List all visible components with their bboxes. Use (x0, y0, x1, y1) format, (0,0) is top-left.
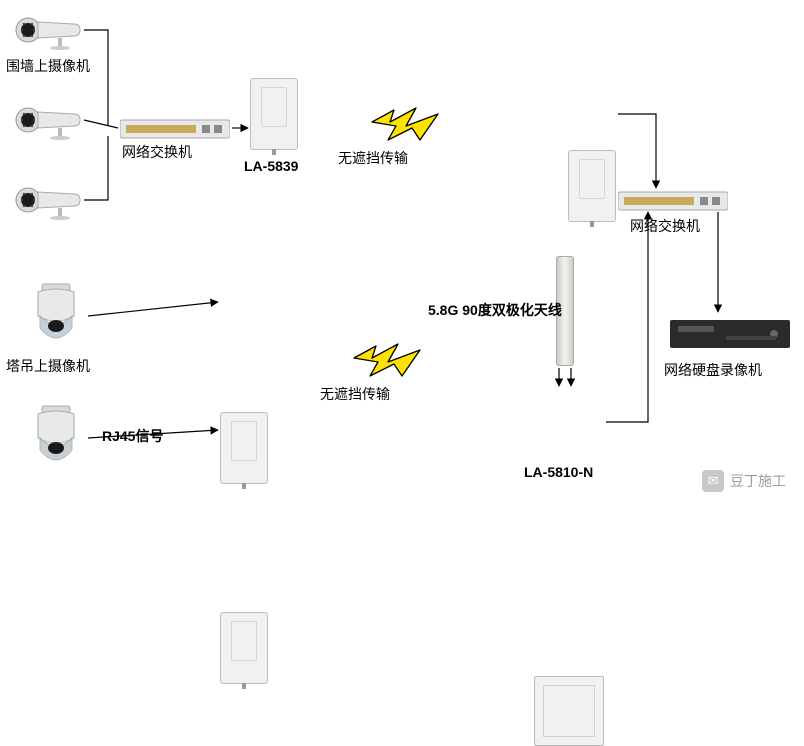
panel-antenna-la5839 (250, 78, 298, 150)
edge-cam1-switch1 (84, 30, 108, 126)
edge-cam2-switch1 (84, 120, 118, 128)
label-wireless-top: 无遮挡传输 (338, 148, 408, 168)
label-switch1: 网络交换机 (122, 142, 192, 162)
network-switch-1 (120, 118, 230, 140)
bullet-camera-1 (14, 10, 84, 50)
panel-antenna-mid-left (220, 412, 268, 484)
wireless-link-top (370, 104, 440, 144)
bullet-camera-2 (14, 100, 84, 140)
label-sector-antenna: 5.8G 90度双极化天线 (428, 300, 562, 320)
label-la5839: LA-5839 (244, 158, 298, 174)
label-la5810n: LA-5810-N (524, 464, 593, 480)
wechat-icon: ✉ (702, 470, 724, 492)
edge-box-switch2 (606, 212, 648, 422)
panel-antenna-right-top (568, 150, 616, 222)
wireless-link-bottom (352, 340, 422, 380)
label-wall-camera: 围墙上摄像机 (6, 56, 90, 76)
label-switch2: 网络交换机 (630, 216, 700, 236)
label-nvr: 网络硬盘录像机 (664, 360, 762, 380)
edge-dome1-panel (88, 302, 218, 316)
bullet-camera-3 (14, 180, 84, 220)
dome-camera-1 (26, 282, 86, 352)
edge-cam3-switch1 (84, 136, 108, 200)
label-tower-camera: 塔吊上摄像机 (6, 356, 90, 376)
panel-antenna-bot-left (220, 612, 268, 684)
dome-camera-2 (26, 404, 86, 474)
network-switch-2 (618, 190, 728, 212)
label-wireless-bottom: 无遮挡传输 (320, 384, 390, 404)
edge-rpanel-switch2 (618, 114, 656, 188)
bridge-box-la5810n (534, 676, 604, 746)
watermark: ✉ 豆丁施工 (702, 470, 786, 492)
nvr-recorder (670, 314, 790, 356)
label-rj45: RJ45信号 (102, 426, 163, 446)
watermark-text: 豆丁施工 (730, 471, 786, 491)
